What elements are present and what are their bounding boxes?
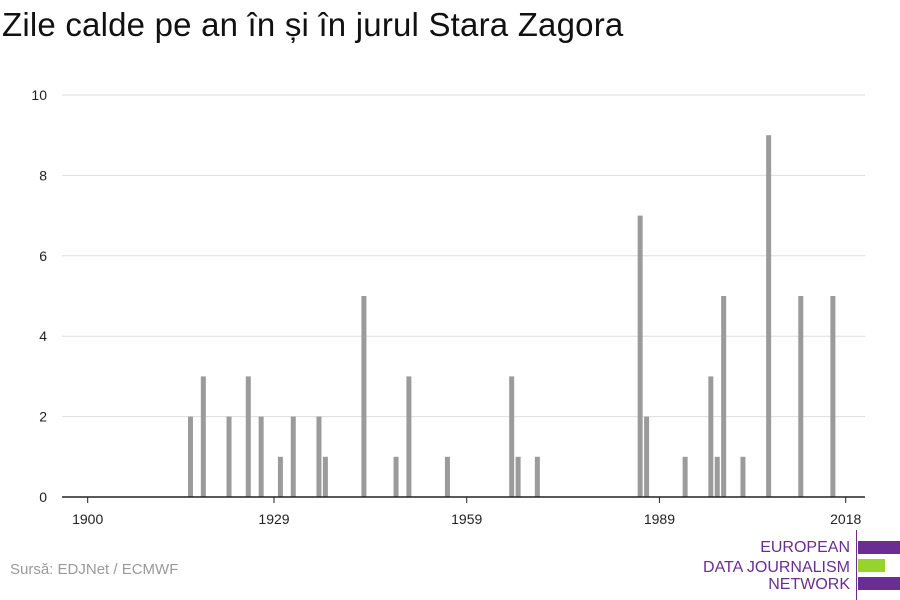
y-tick-label: 6 <box>39 248 47 264</box>
bar <box>258 416 264 497</box>
y-tick-label: 2 <box>39 409 47 425</box>
logo-bar-3 <box>858 577 900 590</box>
bar <box>200 376 206 497</box>
bar <box>277 456 283 497</box>
bar <box>316 416 322 497</box>
logo-bar-1 <box>858 541 900 554</box>
bar <box>708 376 714 497</box>
bar <box>361 296 367 497</box>
bar <box>290 416 296 497</box>
bar <box>682 456 688 497</box>
bar <box>187 416 193 497</box>
x-tick-label: 2018 <box>830 511 861 527</box>
y-tick-label: 8 <box>39 167 47 183</box>
logo-line-1: EUROPEAN <box>760 539 850 556</box>
chart-title: Zile calde pe an în și în jurul Stara Za… <box>2 6 624 43</box>
x-tick-label: 1929 <box>258 511 289 527</box>
gridlines <box>62 94 865 418</box>
bars <box>187 135 836 497</box>
bar <box>444 456 450 497</box>
x-tick-label: 1989 <box>644 511 675 527</box>
logo-bar-2 <box>858 559 885 572</box>
bar <box>637 215 643 497</box>
x-tick-label: 1900 <box>72 511 103 527</box>
edjnet-logo: EUROPEAN DATA JOURNALISM NETWORK <box>700 530 900 600</box>
bar <box>245 376 251 497</box>
source-note: Sursă: EDJNet / ECMWF <box>10 561 179 578</box>
bar <box>534 456 540 497</box>
bar <box>322 456 328 497</box>
x-tick-label: 1959 <box>451 511 482 527</box>
bar <box>406 376 412 497</box>
y-tick-label: 0 <box>39 489 47 505</box>
bar <box>721 296 727 497</box>
bar <box>766 135 772 497</box>
bar <box>798 296 804 497</box>
axes: 0 2 4 6 8 10 1900 1929 1959 1989 2018 <box>31 87 865 527</box>
bar <box>740 456 746 497</box>
bar <box>644 416 650 497</box>
bar <box>509 376 515 497</box>
bar <box>830 296 836 497</box>
logo-line-3: NETWORK <box>768 576 850 593</box>
logo-divider <box>856 530 857 600</box>
logo-line-2: DATA JOURNALISM <box>703 559 850 576</box>
bar <box>393 456 399 497</box>
bar <box>226 416 232 497</box>
y-tick-label: 4 <box>39 328 47 344</box>
bar <box>515 456 521 497</box>
bar <box>714 456 720 497</box>
y-tick-label: 10 <box>31 87 47 103</box>
